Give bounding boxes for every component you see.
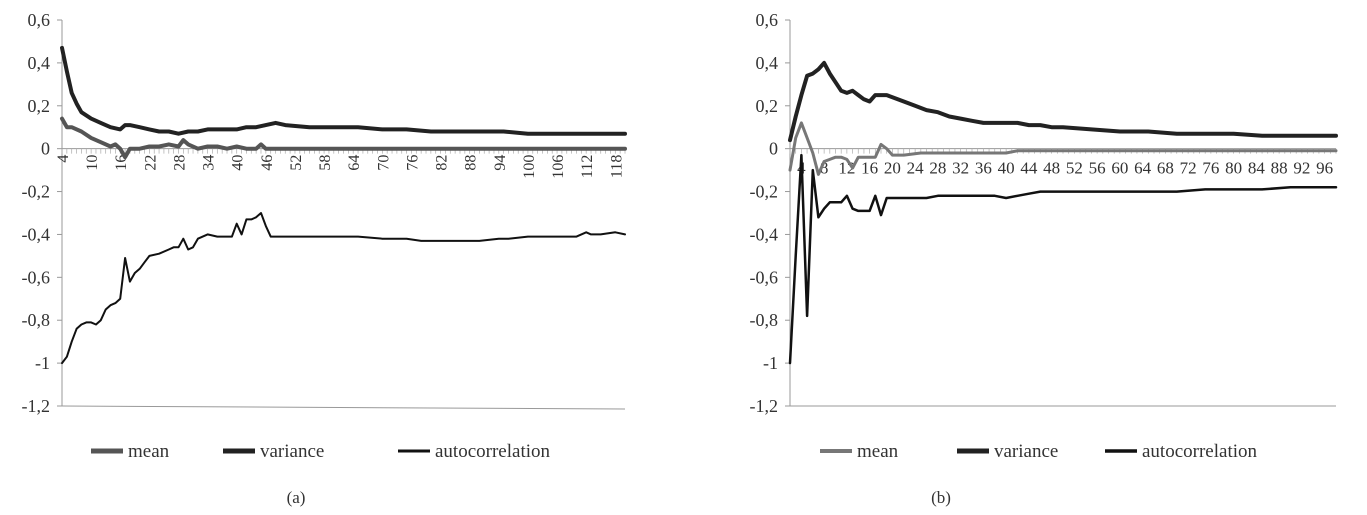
x-tick-label: 58 — [317, 155, 334, 171]
y-tick-label: 0,2 — [28, 96, 51, 116]
x-tick-label: 82 — [434, 155, 451, 171]
x-tick-label: 100 — [521, 155, 538, 179]
x-tick-label: 96 — [1316, 159, 1333, 178]
x-tick-label: 16 — [113, 155, 130, 171]
legend-label-variance: variance — [260, 441, 324, 462]
y-tick-label: -0,6 — [750, 267, 779, 287]
x-tick-label: 28 — [929, 159, 946, 178]
line-chart-b: 0,60,40,20-0,2-0,4-0,6-0,8-1-1,24 8 12 16 20… — [750, 10, 1338, 462]
x-tick-label: 60 — [1111, 159, 1128, 178]
line-chart-a: 0,6 0,4 0,2 0 -0,2 -0,4 -0,6 -0,8 -1 -1,2 4 10 16 22 2… — [22, 10, 627, 462]
legend-label-mean: mean — [128, 441, 170, 462]
x-tick-label: 70 — [375, 155, 392, 171]
series-line-mean — [788, 121, 1338, 176]
x-tick-label: 88 — [463, 155, 480, 171]
x-tick-label: 106 — [550, 155, 567, 179]
series-line-variance — [60, 45, 627, 136]
x-tick-label: 118 — [608, 155, 625, 178]
x-tick-label: 94 — [492, 155, 509, 171]
y-tick-label: -1,2 — [22, 396, 51, 416]
y-tick-label: -0,8 — [22, 310, 51, 330]
x-tick-label: 48 — [1043, 159, 1060, 178]
y-tick-label: -0,4 — [22, 224, 51, 244]
x-tick-label: 64 — [1134, 159, 1152, 178]
x-tick-label: 8 — [820, 159, 829, 178]
chart-panel-b: 0,6 0,4 0,2 0 -0,2 -0,4 -0,6 -0,8 -1 -1,2 4 8 12 16 20… — [683, 0, 1366, 515]
y-tick-label: -1 — [763, 353, 778, 373]
y-tick-label: 0,2 — [756, 96, 779, 116]
bottom-axis-line — [61, 405, 626, 410]
x-tick-label: 40 — [998, 159, 1015, 178]
x-tick-label: 22 — [142, 155, 159, 171]
series-line-variance — [788, 60, 1338, 143]
x-tick-label: 52 — [1066, 159, 1083, 178]
series-line-autocorrelation — [788, 153, 1338, 365]
x-tick-label: 32 — [952, 159, 969, 178]
x-tick-label: 84 — [1248, 159, 1266, 178]
y-tick-label: 0 — [41, 139, 50, 159]
x-tick-label: 80 — [1225, 159, 1242, 178]
x-tick-label: 44 — [1020, 159, 1038, 178]
chart-caption-b: (b) — [931, 488, 951, 507]
series-line-autocorrelation — [61, 212, 626, 365]
chart-panel-a: 0,6 0,4 0,2 0 -0,2 -0,4 -0,6 -0,8 -1 -1,2 4 10 16 22 2… — [0, 0, 683, 515]
legend-label-mean: mean — [857, 441, 899, 462]
x-tick-label: 10 — [84, 155, 101, 171]
x-tick-label: 72 — [1180, 159, 1197, 178]
legend-label-autocorrelation: autocorrelation — [1142, 441, 1258, 462]
x-tick-label: 40 — [230, 155, 247, 171]
x-tick-label: 20 — [884, 159, 901, 178]
legend-label-autocorrelation: autocorrelation — [435, 441, 551, 462]
x-tick-label: 76 — [404, 155, 421, 171]
x-tick-label: 34 — [201, 155, 218, 171]
x-tick-label: 4 — [55, 155, 72, 163]
chart-caption-a: (a) — [286, 488, 306, 507]
x-tick-label: 28 — [171, 155, 188, 171]
x-tick-label: 24 — [907, 159, 925, 178]
x-tick-label: 56 — [1089, 159, 1106, 178]
x-tick-label: 68 — [1157, 159, 1174, 178]
x-tick-label: 46 — [259, 155, 276, 171]
y-tick-label: -0,6 — [22, 267, 51, 287]
y-tick-label: 0,4 — [756, 53, 779, 73]
legend-label-variance: variance — [994, 441, 1058, 462]
x-tick-label: 36 — [975, 159, 992, 178]
y-tick-label: -0,2 — [750, 182, 779, 202]
y-tick-label: 0,6 — [756, 10, 779, 30]
y-tick-label: -1,2 — [750, 396, 779, 416]
y-tick-label: 0,4 — [28, 53, 51, 73]
y-tick-label: -1 — [35, 353, 50, 373]
x-tick-label: 112 — [579, 155, 596, 178]
x-tick-label: 88 — [1271, 159, 1288, 178]
y-tick-label: -0,2 — [22, 182, 51, 202]
x-tick-label: 92 — [1293, 159, 1310, 178]
y-tick-label: -0,4 — [750, 224, 779, 244]
y-tick-label: 0,6 — [28, 10, 51, 30]
y-tick-label: 0 — [769, 139, 778, 159]
x-tick-label: 76 — [1202, 159, 1219, 178]
x-tick-label: 64 — [346, 155, 363, 171]
x-tick-label: 52 — [288, 155, 305, 171]
y-tick-label: -0,8 — [750, 310, 779, 330]
series-line-mean — [60, 116, 627, 160]
x-tick-label: 16 — [861, 159, 878, 178]
